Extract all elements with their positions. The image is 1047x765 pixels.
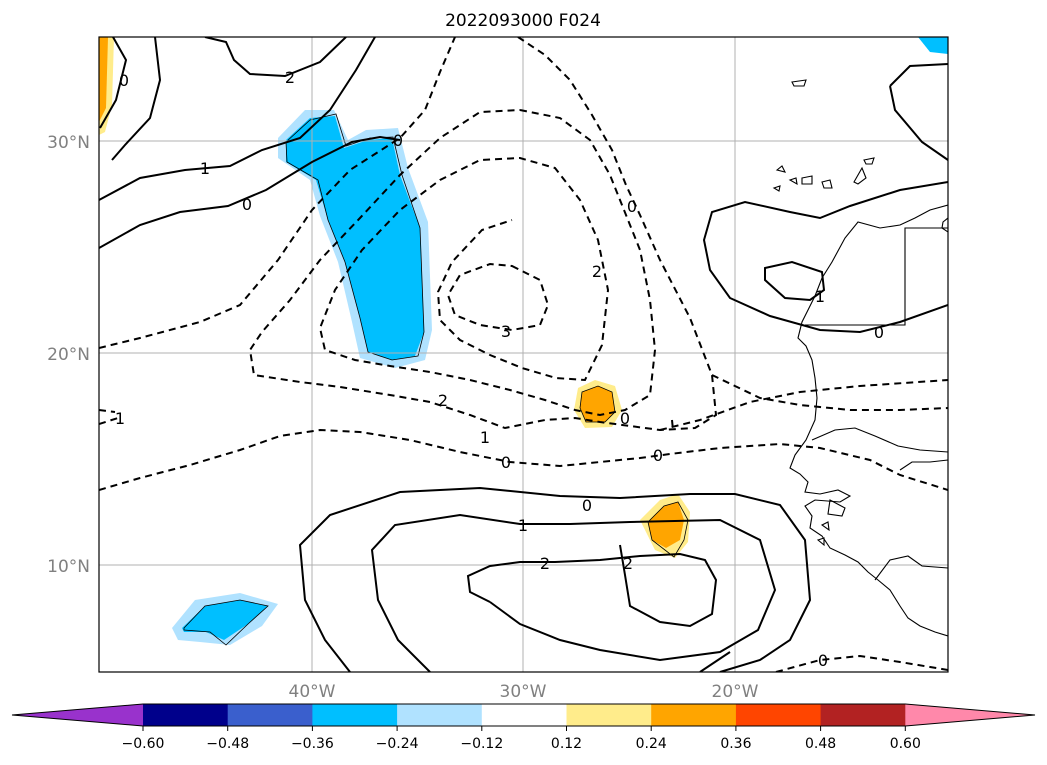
map-panel: 2 0 1 0 0 0 2 3 2 1 0 1 1 0 0 1 2 2 0 0 … [99, 37, 948, 672]
colorbar-segment [227, 704, 313, 726]
contour-label: 0 [818, 651, 828, 670]
contour-label: 1 [200, 159, 210, 178]
colorbar-segment [312, 704, 398, 726]
colorbar-segment [651, 704, 737, 726]
colorbar-tick-label: 0.60 [890, 736, 921, 752]
colorbar-tick-label: −0.60 [122, 736, 165, 752]
contour-label: 3 [501, 322, 511, 341]
contour-label: 0 [627, 197, 637, 216]
map-frame [98, 36, 949, 673]
contour-label: 1 [115, 409, 125, 428]
colorbar-segment [820, 704, 906, 726]
colorbar-tick-label: 0.36 [720, 736, 751, 752]
colorbar-segment [143, 704, 229, 726]
colorbar-tick-label: 0.12 [551, 736, 582, 752]
lon-label-30w: 30°W [500, 682, 547, 702]
colorbar-tick-label: −0.36 [291, 736, 334, 752]
contour-label: 0 [874, 323, 884, 342]
contour-label: 1 [480, 428, 490, 447]
shaded-field-negative [172, 37, 948, 645]
contour-label: 0 [119, 71, 129, 90]
colorbar-segment [397, 704, 483, 726]
contour-label: 1 [518, 516, 528, 535]
negative-contours [99, 37, 948, 672]
contour-label: 0 [501, 453, 511, 472]
lat-label-10n: 10°N [47, 557, 90, 577]
contour-label: 0 [620, 409, 630, 428]
colorbar-segment [735, 704, 822, 726]
positive-contours [99, 37, 948, 672]
contour-label: 2 [592, 262, 602, 281]
contour-label: 2 [540, 554, 550, 573]
contour-label: 2 [285, 68, 295, 87]
colorbar-segment [566, 704, 652, 726]
colorbar-extend-low [12, 704, 143, 726]
colorbar-tick-label: −0.12 [460, 736, 503, 752]
lon-label-40w: 40°W [289, 682, 336, 702]
colorbar-tick-label: −0.24 [376, 736, 419, 752]
colorbar-extend-high [905, 704, 1035, 726]
contour-label: 0 [653, 446, 663, 465]
contour-label: 0 [582, 496, 592, 515]
colorbar: −0.60 −0.48 −0.36 −0.24 −0.12 0.12 0.24 0.36 0.4… [11, 703, 1036, 752]
contour-label: 0 [242, 195, 252, 214]
colorbar-tick-label: 0.48 [805, 736, 836, 752]
contour-label: 2 [623, 554, 633, 573]
shaded-field-positive [99, 37, 690, 558]
figure-title: 2022093000 F024 [445, 11, 601, 31]
lat-label-30n: 30°N [47, 133, 90, 153]
lon-label-20w: 20°W [712, 682, 759, 702]
contour-label: 0 [393, 131, 403, 150]
contour-label: 1 [815, 287, 825, 306]
colorbar-segment [481, 704, 567, 726]
coastlines [772, 79, 948, 637]
contour-label: 2 [438, 391, 448, 410]
contour-labels: 2 0 1 0 0 0 2 3 2 1 0 1 1 0 0 1 2 2 0 0 … [115, 68, 884, 670]
colorbar-tick-label: 0.24 [636, 736, 667, 752]
lat-label-20n: 20°N [47, 345, 90, 365]
colorbar-tick-label: −0.48 [206, 736, 249, 752]
